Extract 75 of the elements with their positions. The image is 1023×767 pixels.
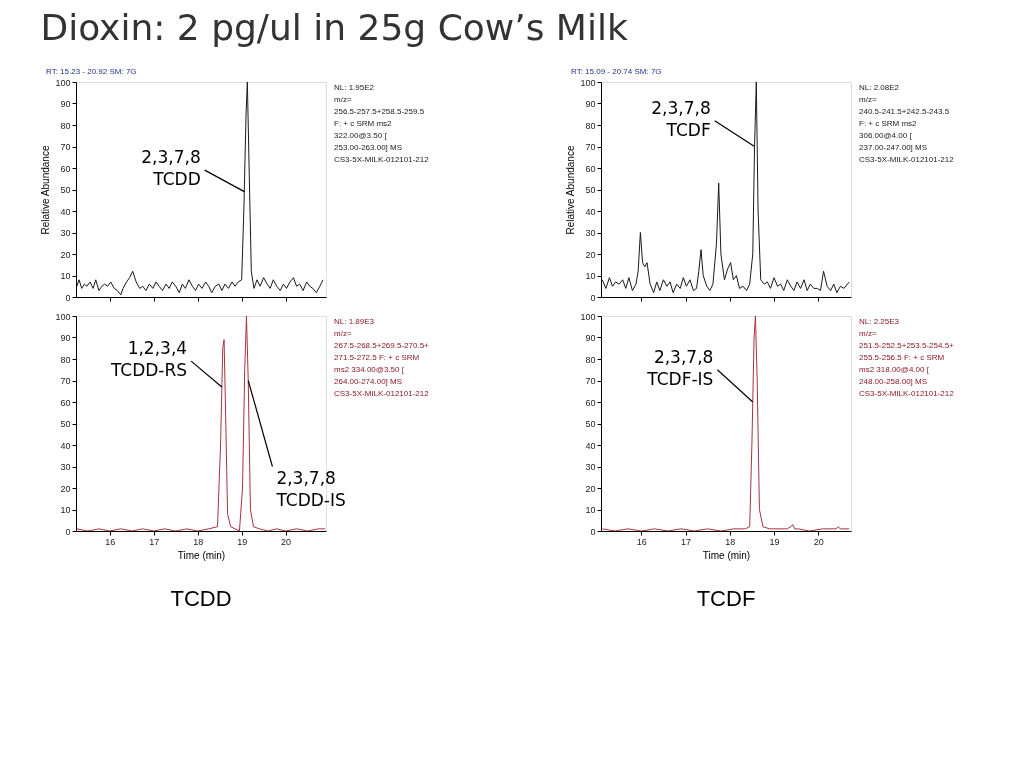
- y-tick-label: 100: [55, 77, 71, 88]
- x-tick-label: 19: [769, 536, 780, 547]
- y-tick-label: 20: [585, 249, 596, 260]
- y-tick-label: 10: [60, 271, 71, 281]
- x-tick-label: 18: [725, 536, 736, 547]
- x-tick-label: 17: [149, 536, 160, 547]
- text: RT: 15.23 - 20.92 SM: 7G: [46, 67, 137, 76]
- y-tick-label: 70: [585, 142, 596, 152]
- text: RT: 15.09 - 20.74 SM: 7G: [571, 67, 662, 76]
- x-axis-title: Time (min): [702, 549, 751, 561]
- line-series: [601, 82, 850, 294]
- text: NL: 1.95E2 m/z= 256.5-257.5+258.5-259.5 F: + c SRM ms2 322.00@3.50 [ 253.00-263.00] MS CS3-5X-MILK-012101-212: [334, 83, 430, 164]
- y-axis-title: Relative Abundance: [40, 145, 52, 235]
- y-tick-label: 30: [60, 228, 71, 238]
- text: TCDF: [696, 586, 756, 611]
- y-tick-label: 60: [585, 397, 596, 408]
- y-tick-label: 80: [585, 120, 596, 131]
- x-tick-label: 16: [636, 536, 647, 547]
- y-tick-label: 60: [60, 397, 71, 408]
- y-tick-label: 20: [60, 483, 71, 494]
- y-tick-label: 0: [590, 292, 596, 303]
- y-tick-label: 100: [55, 311, 71, 322]
- y-tick-label: 70: [60, 376, 71, 386]
- y-tick-label: 20: [60, 249, 71, 260]
- x-axis-title: Time (min): [177, 549, 226, 561]
- y-axis-title: Relative Abundance: [565, 145, 577, 235]
- y-tick-label: 70: [60, 142, 71, 152]
- y-tick-label: 30: [585, 462, 596, 472]
- y-tick-label: 10: [585, 271, 596, 281]
- y-tick-label: 100: [580, 311, 596, 322]
- annotation: 2,3,7,8 TCDF-IS: [646, 346, 714, 389]
- y-tick-label: 40: [60, 206, 71, 217]
- annotation: 1,2,3,4 TCDD-RS: [109, 338, 188, 381]
- line-series: [76, 82, 324, 296]
- annotation: 2,3,7,8 TCDD: [141, 147, 201, 190]
- y-tick-label: 10: [585, 505, 596, 515]
- text: NL: 1.89E3 m/z= 267.5-268.5+269.5-270.5+ 271.5-272.5 F: + c SRM ms2 334.00@3.50 [ 264.00-274.00] MS CS3-5X-MILK-012101-212: [334, 317, 430, 398]
- x-tick-label: 19: [237, 536, 248, 547]
- y-tick-label: 20: [585, 483, 596, 494]
- y-tick-label: 90: [585, 99, 596, 109]
- y-tick-label: 90: [60, 333, 71, 343]
- y-tick-label: 80: [60, 354, 71, 365]
- y-tick-label: 0: [590, 526, 596, 537]
- y-tick-label: 30: [60, 462, 71, 472]
- y-tick-label: 30: [585, 228, 596, 238]
- y-tick-label: 90: [585, 333, 596, 343]
- y-tick-label: 80: [585, 354, 596, 365]
- y-tick-label: 40: [585, 206, 596, 217]
- y-tick-label: 60: [585, 163, 596, 174]
- y-tick-label: 90: [60, 99, 71, 109]
- annotation: 2,3,7,8 TCDD-IS: [275, 467, 346, 510]
- y-tick-label: 0: [65, 292, 71, 303]
- y-tick-label: 70: [585, 376, 596, 386]
- chart-title: Dioxin: 2 pg/ul in 25g Cow’s Milk: [40, 6, 628, 48]
- x-tick-label: 17: [681, 536, 692, 547]
- y-tick-label: 50: [60, 185, 71, 195]
- y-tick-label: 10: [60, 505, 71, 515]
- x-tick-label: 18: [193, 536, 204, 547]
- y-tick-label: 50: [60, 419, 71, 429]
- y-tick-label: 50: [585, 185, 596, 195]
- text: TCDD: [170, 586, 232, 611]
- x-tick-label: 20: [813, 536, 824, 547]
- line-series: [601, 316, 850, 531]
- annotation: 2,3,7,8 TCDF: [651, 97, 711, 140]
- y-tick-label: 60: [60, 163, 71, 174]
- x-tick-label: 16: [105, 536, 116, 547]
- y-tick-label: 80: [60, 120, 71, 131]
- y-tick-label: 40: [585, 440, 596, 451]
- text: NL: 2.08E2 m/z= 240.5-241.5+242.5-243.5 F: + c SRM ms2 306.00@4.00 [ 237.00-247.00] MS CS3-5X-MILK-012101-212: [859, 83, 955, 164]
- x-tick-label: 20: [281, 536, 292, 547]
- text: NL: 2.25E3 m/z= 251.5-252.5+253.5-254.5+ 255.5-256.5 F: + c SRM ms2 318.00@4.00 [ 248.00-258.00] MS CS3-5X-MILK-012101-212: [859, 317, 955, 398]
- y-tick-label: 40: [60, 440, 71, 451]
- y-tick-label: 0: [65, 526, 71, 537]
- y-tick-label: 100: [580, 77, 596, 88]
- y-tick-label: 50: [585, 419, 596, 429]
